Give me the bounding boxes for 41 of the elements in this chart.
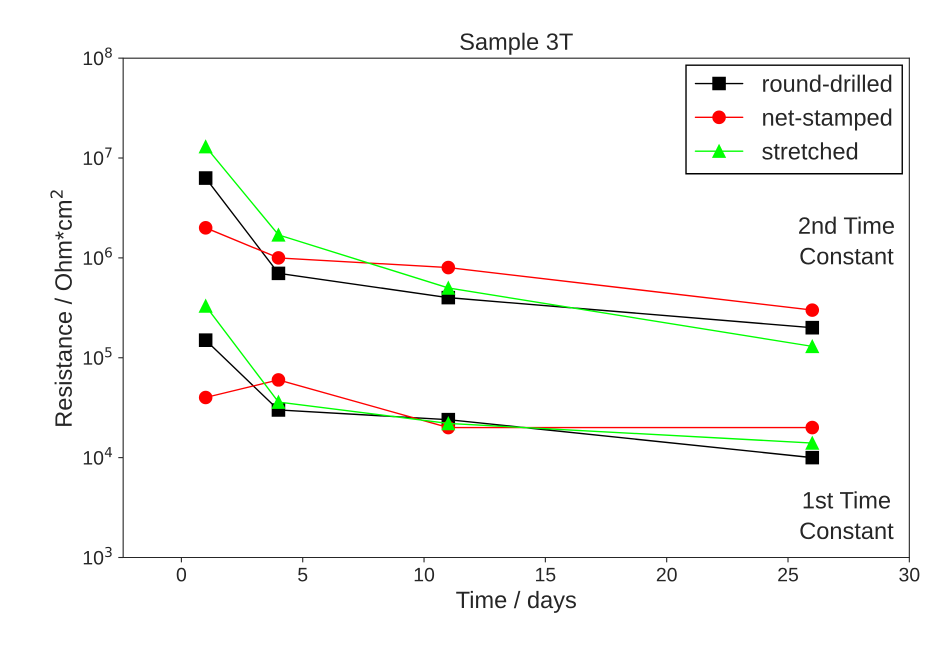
point xyxy=(442,416,456,430)
y-axis-title: Resistance / Ohm*cm$^{2}$ xyxy=(50,190,72,426)
x-tick-label: 15 xyxy=(536,568,556,582)
point xyxy=(806,450,820,464)
point xyxy=(198,333,212,347)
point xyxy=(806,320,820,334)
point xyxy=(806,340,820,354)
chart-title: Sample 3T xyxy=(460,32,573,55)
y-tick-label: 10$^{3}$ xyxy=(84,546,112,565)
point xyxy=(272,251,286,265)
legend-label: stretched xyxy=(762,142,858,160)
x-tick-label: 20 xyxy=(656,568,677,582)
point xyxy=(198,171,212,185)
point xyxy=(198,221,212,235)
y-tick-label: 10$^{5}$ xyxy=(84,347,112,365)
point xyxy=(806,420,820,434)
point xyxy=(272,395,286,409)
y-tick-label: 10$^{4}$ xyxy=(84,447,112,465)
x-tick-label: 0 xyxy=(176,568,186,582)
y-tick-label: 10$^{8}$ xyxy=(84,47,112,66)
x-tick-label: 5 xyxy=(298,568,308,582)
x-tick-label: 25 xyxy=(778,568,798,582)
point xyxy=(806,436,820,450)
legend-label: round-drilled xyxy=(763,74,892,92)
point xyxy=(272,373,286,387)
point xyxy=(442,281,456,295)
x-tick-label: 10 xyxy=(414,568,434,582)
legend-label: net-stamped xyxy=(763,108,892,130)
point xyxy=(806,303,820,317)
x-axis-title: Time / days xyxy=(456,590,576,613)
point xyxy=(198,140,212,154)
point xyxy=(198,390,212,404)
annotation: 1st Time Constant xyxy=(800,491,894,540)
point xyxy=(198,299,212,313)
point xyxy=(272,266,286,280)
x-tick-label: 30 xyxy=(899,568,920,582)
annotation: 2nd Time Constant xyxy=(799,216,894,265)
point xyxy=(272,228,286,242)
point xyxy=(442,260,456,274)
y-tick-label: 10$^{7}$ xyxy=(84,148,112,166)
y-tick-label: 10$^{6}$ xyxy=(84,247,112,265)
